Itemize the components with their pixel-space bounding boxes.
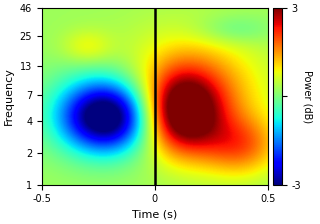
X-axis label: Time (s): Time (s) xyxy=(132,210,178,220)
Y-axis label: Power (dB): Power (dB) xyxy=(302,70,312,123)
Y-axis label: Frequency: Frequency xyxy=(4,67,14,125)
